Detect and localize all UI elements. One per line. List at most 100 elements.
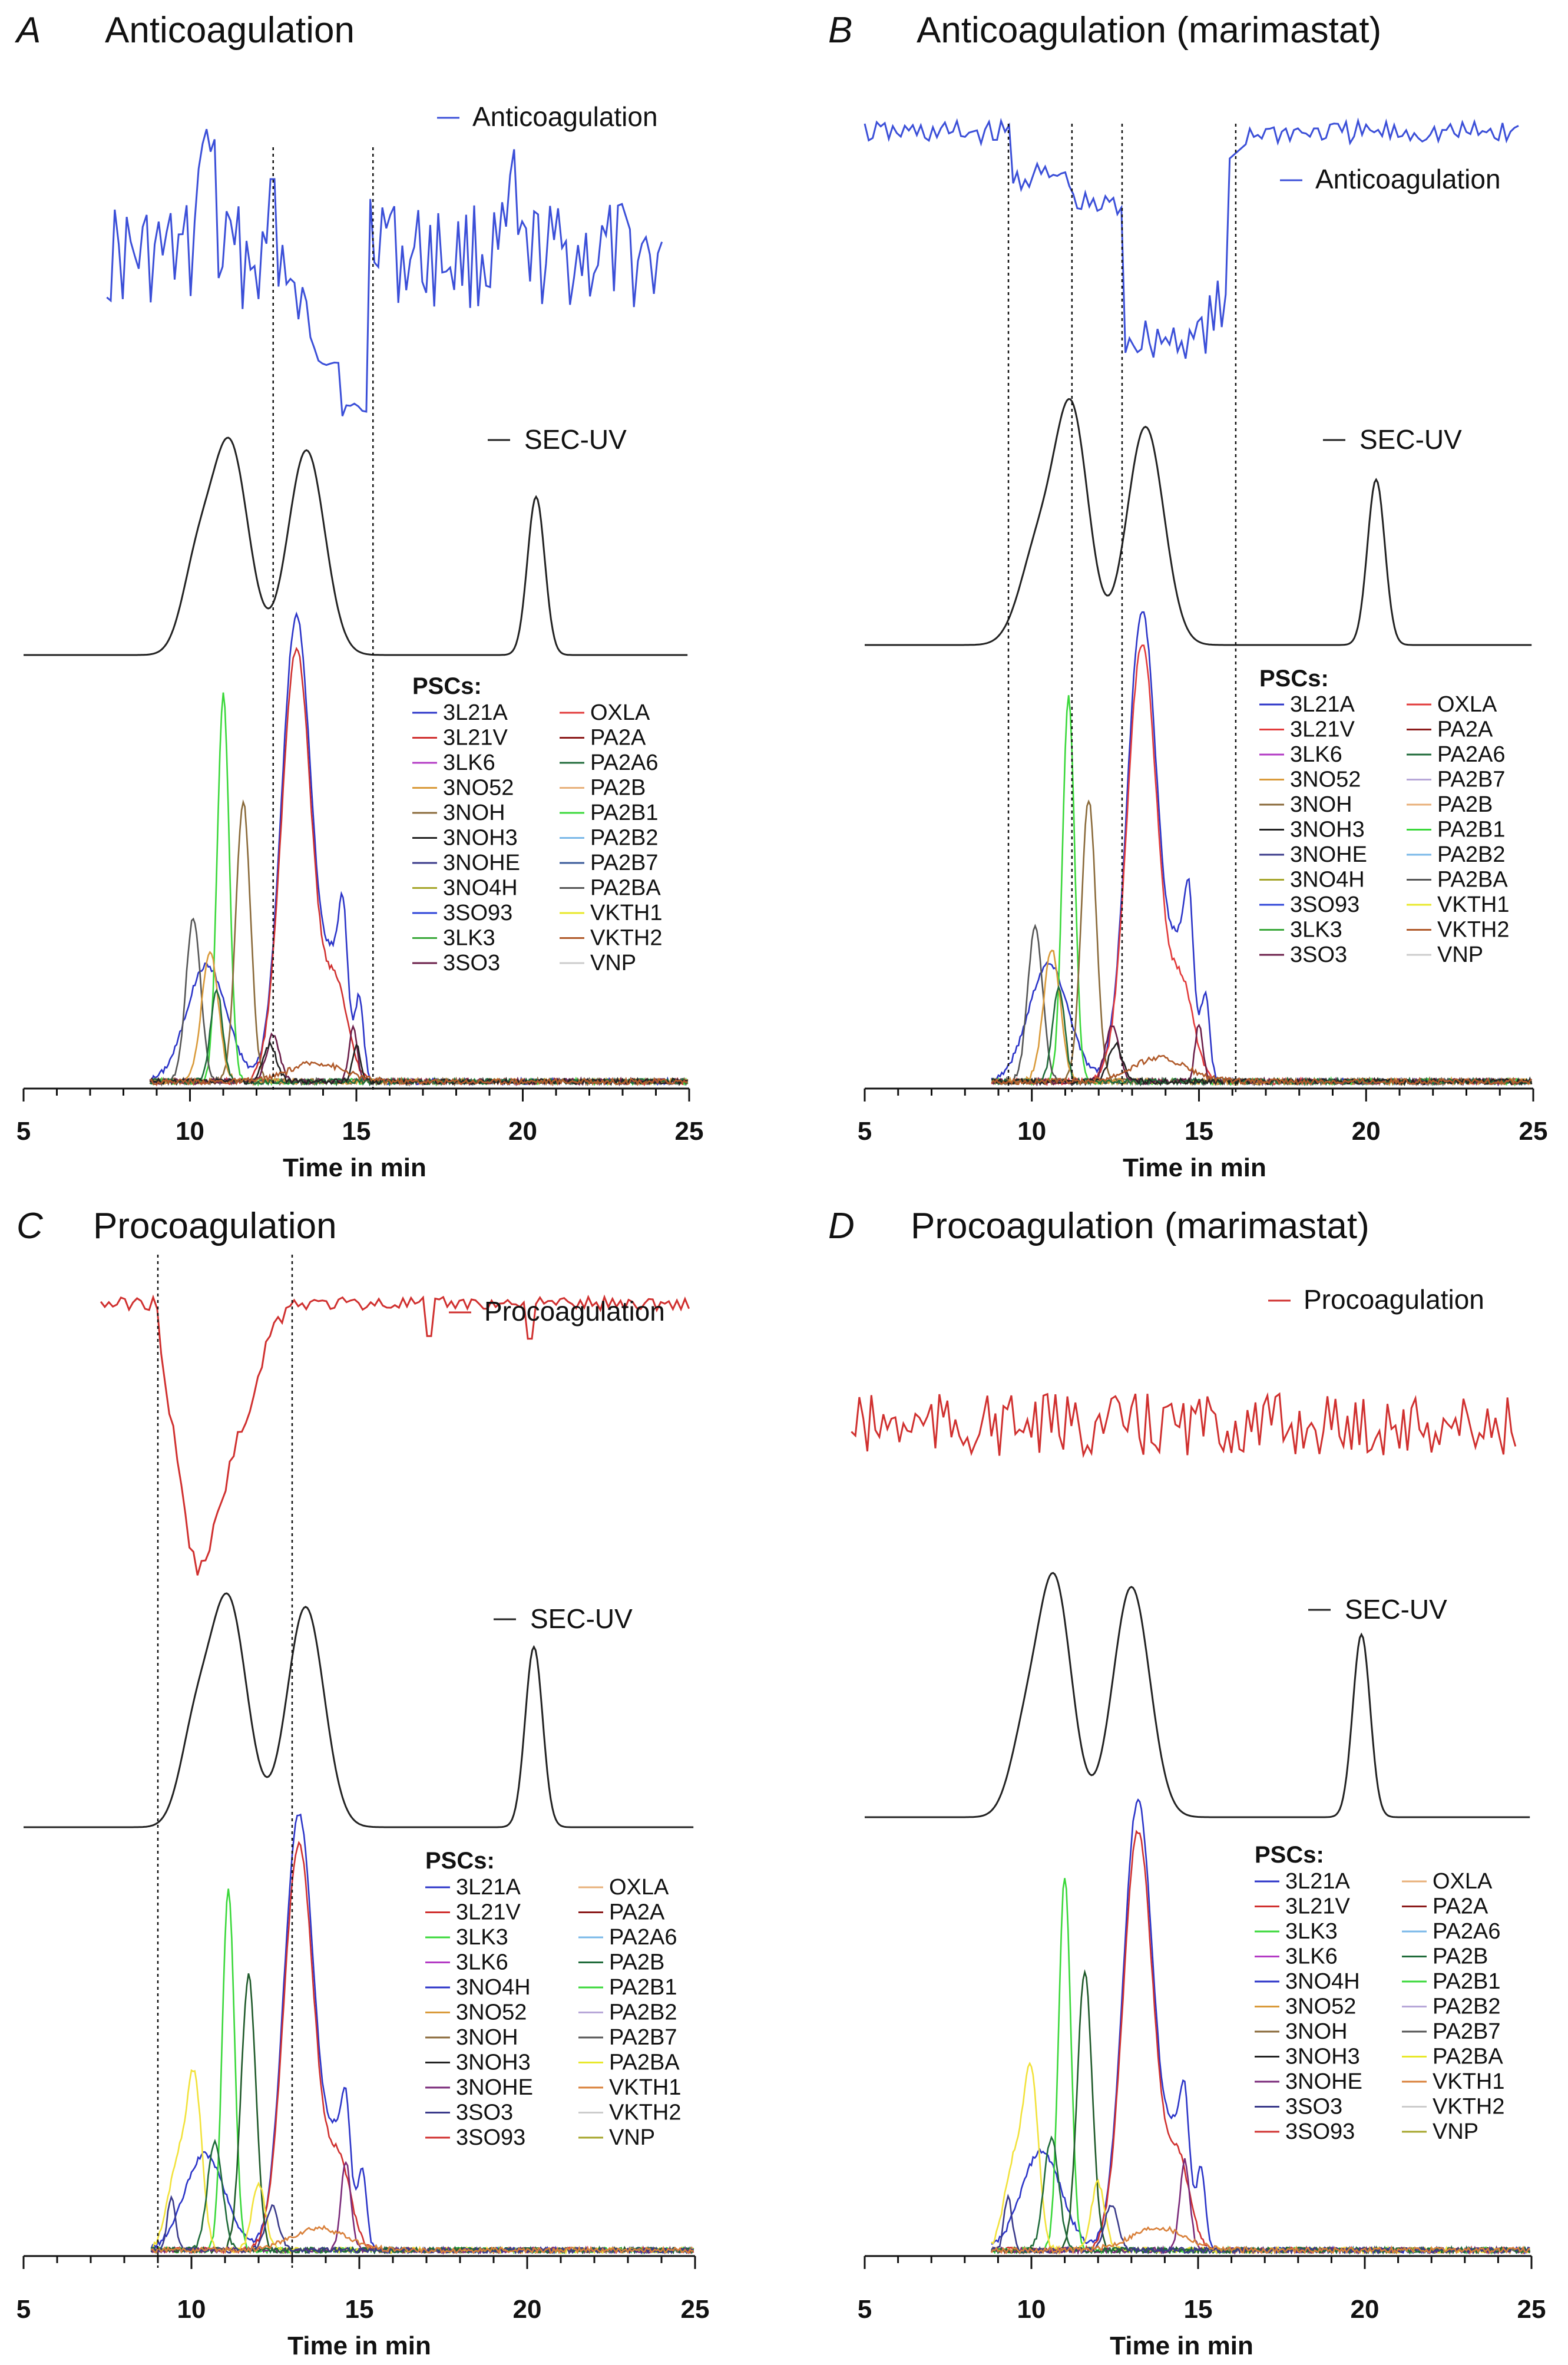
legend-entry: 3NO52 [443, 776, 514, 801]
legend-entry: 3NO4H [1285, 1969, 1360, 1994]
activity-trace [851, 1392, 1517, 1458]
legend-entry: PA2B2 [1433, 1994, 1500, 2019]
sec-uv-legend-label: SEC-UV [524, 424, 627, 455]
psc-legend-header: PSCs: [412, 673, 482, 699]
legend-entry: 3SO93 [456, 2125, 525, 2150]
legend-entry: 3LK6 [1290, 742, 1342, 767]
psc-trace-vkth2 [991, 1054, 1533, 1086]
x-axis: 5 10 15 20 25 [858, 2255, 1546, 2324]
x-tick-label: 25 [681, 2295, 710, 2324]
sec-uv-layer [24, 1592, 694, 1828]
x-tick-label: 15 [342, 1117, 371, 1146]
psc-legend-header: PSCs: [425, 1848, 495, 1874]
activity-trace-layer [100, 1294, 690, 1576]
x-tick-label: 20 [513, 2295, 542, 2324]
legend-entry: 3NOH3 [456, 2050, 531, 2075]
legend-entry: 3L21A [1285, 1869, 1351, 1894]
legend-entry: 3NOH [1290, 792, 1352, 817]
legend-entry: VKTH1 [609, 2075, 681, 2100]
sec-uv-trace [865, 1572, 1530, 1818]
activity-trace [106, 128, 663, 416]
x-axis: 5 10 15 20 25 [16, 2255, 710, 2324]
legend-entry: 3L21A [1290, 692, 1355, 717]
sec-uv-layer [865, 1572, 1530, 1818]
sec-uv-legend-label: SEC-UV [1345, 1594, 1447, 1625]
legend-entry: PA2BA [590, 876, 661, 901]
legend-entry: PA2BA [609, 2050, 680, 2075]
legend-entry: PA2A [590, 726, 646, 750]
legend-entry: PA2B [1437, 792, 1493, 817]
x-tick-label: 5 [16, 2295, 31, 2324]
panel-letter: C [16, 1206, 44, 1246]
legend-entry: 3SO3 [443, 951, 500, 975]
sec-uv-trace [24, 1592, 694, 1828]
legend-entry: 3SO3 [1290, 942, 1347, 967]
legend-entry: PA2B1 [1433, 1969, 1500, 1994]
sec-uv-trace [865, 398, 1532, 646]
activity-trace [864, 117, 1519, 359]
psc-trace-3no52 [991, 950, 1532, 1087]
legend-entry: VNP [609, 2125, 655, 2150]
x-tick-label: 5 [858, 2295, 872, 2324]
psc-legend-header: PSCs: [1259, 666, 1329, 692]
legend-entry: PA2B [1433, 1944, 1488, 1969]
psc-traces-layer [149, 611, 689, 1087]
legend-entry: 3NOH3 [443, 826, 518, 851]
sec-uv-layer [24, 436, 688, 656]
psc-legend-header: PSCs: [1255, 1842, 1324, 1868]
x-axis: 5 10 15 20 25 [16, 1087, 703, 1146]
psc-trace-pa2a6 [991, 985, 1533, 1086]
legend-entry: VKTH2 [1437, 918, 1509, 942]
activity-legend-label: Procoagulation [484, 1296, 665, 1327]
legend-entry: 3SO3 [456, 2101, 513, 2125]
legend-entry: 3NOHE [443, 851, 520, 875]
legend-entry: PA2A6 [590, 750, 658, 775]
legend-entry: 3L21V [1290, 717, 1355, 742]
x-axis-title: Time in min [1123, 1153, 1266, 1182]
panel-title: Anticoagulation [105, 10, 355, 51]
legend-entry: 3SO93 [443, 901, 512, 925]
legend-entry: VKTH1 [1433, 2069, 1504, 2094]
panel-title: Anticoagulation (marimastat) [917, 10, 1381, 51]
activity-legend-label: Procoagulation [1304, 1284, 1484, 1315]
legend-entry: 3NOH [1285, 2019, 1348, 2044]
legend-entry: PA2BA [1437, 868, 1508, 892]
sec-uv-legend-label: SEC-UV [1359, 424, 1462, 455]
psc-trace-pa2a6 [150, 988, 689, 1087]
x-tick-label: 20 [508, 1117, 537, 1146]
x-tick-label: 20 [1352, 1117, 1381, 1146]
psc-trace-3nohe [150, 2161, 694, 2255]
legend-entry: PA2A6 [609, 1925, 677, 1950]
legend-entry: PA2B1 [590, 801, 658, 825]
legend-entry: VNP [590, 951, 636, 975]
legend-entry: PA2A [1437, 717, 1493, 742]
x-tick-label: 5 [16, 1117, 31, 1146]
psc-trace-vkth2 [150, 1060, 688, 1086]
psc-legend: 3L21A3L21V3LK63NO523NOH3NOH33NOHE3NO4H3S… [412, 700, 662, 975]
x-tick-label: 15 [1184, 2295, 1213, 2324]
legend-entry: 3NOHE [456, 2075, 533, 2100]
legend-entry: 3NO52 [456, 2000, 527, 2025]
psc-legend: 3L21A3L21V3LK33LK63NO4H3NO523NOH3NOH33NO… [1255, 1869, 1504, 2144]
legend-entry: 3NOH [443, 801, 505, 825]
legend-entry: PA2BA [1433, 2045, 1503, 2069]
sec-uv-legend-label: SEC-UV [530, 1603, 633, 1634]
psc-trace-3noh3 [149, 1040, 688, 1086]
legend-entry: OXLA [1433, 1869, 1493, 1894]
activity-trace-layer [106, 117, 663, 416]
legend-entry: VNP [1437, 942, 1483, 967]
legend-entry: 3LK3 [443, 926, 495, 951]
panel-title: Procoagulation (marimastat) [911, 1206, 1369, 1246]
legend-entry: 3LK3 [1290, 918, 1342, 942]
panel-c: C Procoagulation Procoagulation SEC-UV 5… [16, 1206, 710, 2360]
legend-entry: 3SO93 [1285, 2119, 1355, 2144]
panel-letter: D [828, 1206, 855, 1246]
activity-legend-label: Anticoagulation [472, 101, 658, 132]
panel-d: D Procoagulation (marimastat) Procoagula… [828, 1206, 1546, 2360]
x-tick-label: 25 [1519, 1117, 1548, 1146]
legend-entry: 3NO4H [456, 1975, 531, 2000]
legend-entry: 3NO4H [1290, 868, 1365, 892]
legend-entry: 3NO52 [1290, 768, 1361, 792]
activity-trace-layer [864, 117, 1519, 359]
legend-entry: 3LK6 [456, 1950, 508, 1975]
